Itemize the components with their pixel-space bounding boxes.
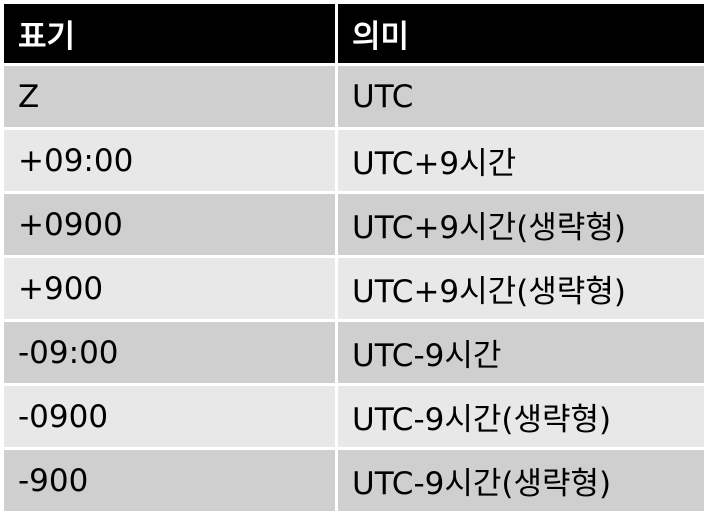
table-row: -900 UTC-9시간(생략형) xyxy=(4,450,704,514)
notation-cell: -0900 xyxy=(4,386,335,450)
notation-cell: -900 xyxy=(4,450,335,514)
timezone-notation-table-container: 표기 의미 Z UTC +09:00 UTC+9시간 +0900 UTC+9시간… xyxy=(4,4,704,525)
notation-cell: +09:00 xyxy=(4,130,335,194)
meaning-cell: UTC xyxy=(335,66,704,130)
meaning-cell: UTC-9시간 xyxy=(335,322,704,386)
table-row: -0900 UTC-9시간(생략형) xyxy=(4,386,704,450)
table-row: Z UTC xyxy=(4,66,704,130)
meaning-cell: UTC+9시간(생략형) xyxy=(335,258,704,322)
notation-cell: Z xyxy=(4,66,335,130)
table-row: +09:00 UTC+9시간 xyxy=(4,130,704,194)
meaning-cell: UTC-9시간(생략형) xyxy=(335,450,704,514)
notation-cell: +0900 xyxy=(4,194,335,258)
table-row: +900 UTC+9시간(생략형) xyxy=(4,258,704,322)
timezone-notation-table: 표기 의미 Z UTC +09:00 UTC+9시간 +0900 UTC+9시간… xyxy=(4,4,704,514)
meaning-cell: UTC+9시간(생략형) xyxy=(335,194,704,258)
header-meaning: 의미 xyxy=(335,4,704,66)
meaning-cell: UTC+9시간 xyxy=(335,130,704,194)
table-row: +0900 UTC+9시간(생략형) xyxy=(4,194,704,258)
table-header-row: 표기 의미 xyxy=(4,4,704,66)
notation-cell: -09:00 xyxy=(4,322,335,386)
meaning-cell: UTC-9시간(생략형) xyxy=(335,386,704,450)
header-notation: 표기 xyxy=(4,4,335,66)
notation-cell: +900 xyxy=(4,258,335,322)
table-row: -09:00 UTC-9시간 xyxy=(4,322,704,386)
